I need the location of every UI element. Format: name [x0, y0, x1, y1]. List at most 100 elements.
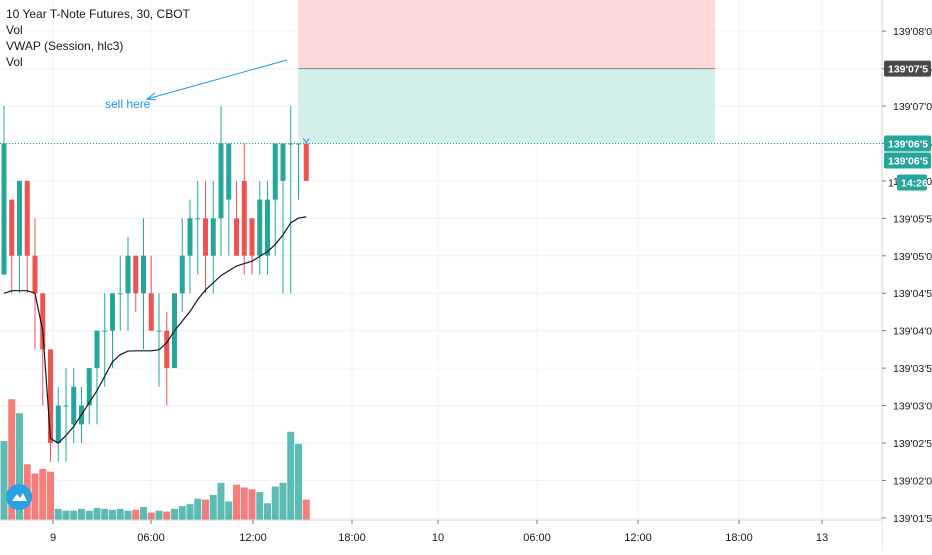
volume-bar — [78, 508, 85, 520]
candle — [226, 143, 232, 256]
candle — [156, 293, 162, 387]
price-axis-bg — [882, 0, 932, 550]
volume-bar — [109, 509, 116, 520]
x-tick-label: 13 — [816, 532, 828, 544]
volume-bar — [8, 399, 16, 520]
current-price-tag-text: 139'06'5 — [888, 139, 928, 151]
candle-body — [117, 293, 123, 295]
candle-body — [94, 330, 100, 369]
profit-zone[interactable] — [298, 68, 715, 144]
y-tick-label: 139'01'5 — [893, 513, 932, 525]
y-tick-label: 139'05'5 — [893, 213, 932, 225]
legend-volume[interactable]: Vol — [6, 23, 23, 37]
volume-bar — [171, 508, 178, 520]
current-price-tag[interactable]: 139'06'5 — [884, 135, 931, 152]
volume-bar — [39, 468, 47, 520]
candle — [265, 180, 270, 275]
candle — [141, 218, 146, 350]
y-tick-label: 139'08'0 — [893, 26, 932, 38]
volume-bar — [264, 503, 271, 520]
target-price-tag-bg — [884, 60, 931, 77]
candle — [280, 143, 286, 294]
volume-bar — [31, 473, 39, 520]
x-tick-label: 06:00 — [137, 532, 165, 544]
candle-body — [40, 293, 46, 350]
partial-price-label: 1 — [888, 178, 894, 190]
annotation-arrow-head — [145, 92, 157, 101]
countdown-tag-bg — [897, 174, 927, 191]
volume-bar — [217, 482, 225, 520]
tradingview-logo-icon[interactable] — [6, 484, 32, 510]
candle-body — [234, 218, 239, 256]
candle — [24, 180, 30, 294]
overlay: sell here — [0, 59, 882, 145]
candle — [40, 293, 46, 406]
legend-vwap[interactable]: VWAP (Session, hlc3) — [6, 39, 124, 53]
candle — [86, 368, 92, 425]
candle — [94, 330, 100, 425]
countdown-tag[interactable]: 14:26 — [897, 174, 928, 191]
candle-body — [141, 255, 146, 294]
candle-body — [241, 180, 247, 256]
volume-bar — [155, 510, 163, 520]
candle — [303, 143, 309, 181]
candle-body — [218, 143, 224, 219]
current-price-tag-2-bg — [884, 152, 931, 169]
vwap-series — [3, 216, 307, 444]
candle-body — [63, 405, 69, 407]
x-tick-label: 9 — [50, 532, 56, 544]
candle-body — [55, 405, 61, 444]
x-tick-label: 06:00 — [523, 532, 551, 544]
candle — [102, 293, 108, 387]
volume-bar — [140, 507, 147, 520]
candle — [48, 349, 53, 462]
legend-symbol[interactable]: 10 Year T-Note Futures, 30, CBOT — [6, 7, 190, 21]
y-tick-label: 139'02'0 — [893, 475, 932, 487]
volume-bar — [279, 482, 287, 520]
candle — [117, 255, 123, 331]
y-tick-label: 139'03'5 — [893, 363, 932, 375]
candle-body — [148, 293, 154, 331]
candle — [148, 255, 154, 331]
volume-bar — [202, 499, 209, 520]
current-price-tag-2[interactable]: 139'06'5 — [884, 152, 931, 169]
target-price-tag-text: 139'07'5 — [888, 64, 928, 76]
candle — [125, 236, 131, 331]
annotation-text[interactable]: sell here — [105, 97, 151, 111]
candle-body — [102, 330, 108, 332]
volume-bar — [302, 499, 310, 520]
loss-zone[interactable] — [298, 0, 715, 69]
candle — [55, 386, 61, 462]
candle-body — [71, 386, 77, 425]
target-price-tag[interactable]: 139'07'5 — [884, 60, 931, 77]
volume-bars — [0, 399, 310, 520]
candle — [1, 105, 7, 275]
candle-body — [288, 143, 294, 145]
volume-bar — [209, 494, 217, 520]
candle — [71, 368, 77, 444]
volume-bar — [85, 510, 93, 520]
x-tick-label: 10 — [432, 532, 444, 544]
y-tick-label: 139'02'5 — [893, 438, 932, 450]
risk-reward-zones[interactable] — [298, 0, 715, 144]
time-axis-bg — [0, 520, 882, 550]
countdown-tag-text: 14:26 — [901, 178, 928, 190]
legend-volume-2[interactable]: Vol — [6, 55, 23, 69]
volume-bar — [101, 508, 109, 520]
legend: 10 Year T-Note Futures, 30, CBOT Vol VWA… — [6, 6, 190, 70]
volume-bar — [132, 509, 140, 520]
candle-body — [280, 143, 286, 181]
candle — [234, 180, 239, 256]
candle-body — [1, 143, 7, 275]
candle — [218, 105, 224, 256]
volume-bar — [256, 492, 264, 520]
volume-bar — [62, 510, 70, 520]
volume-bar — [116, 508, 124, 520]
candle-body — [272, 143, 278, 200]
volume-bar — [178, 506, 186, 520]
candle — [110, 293, 115, 369]
volume-bar — [194, 498, 202, 520]
